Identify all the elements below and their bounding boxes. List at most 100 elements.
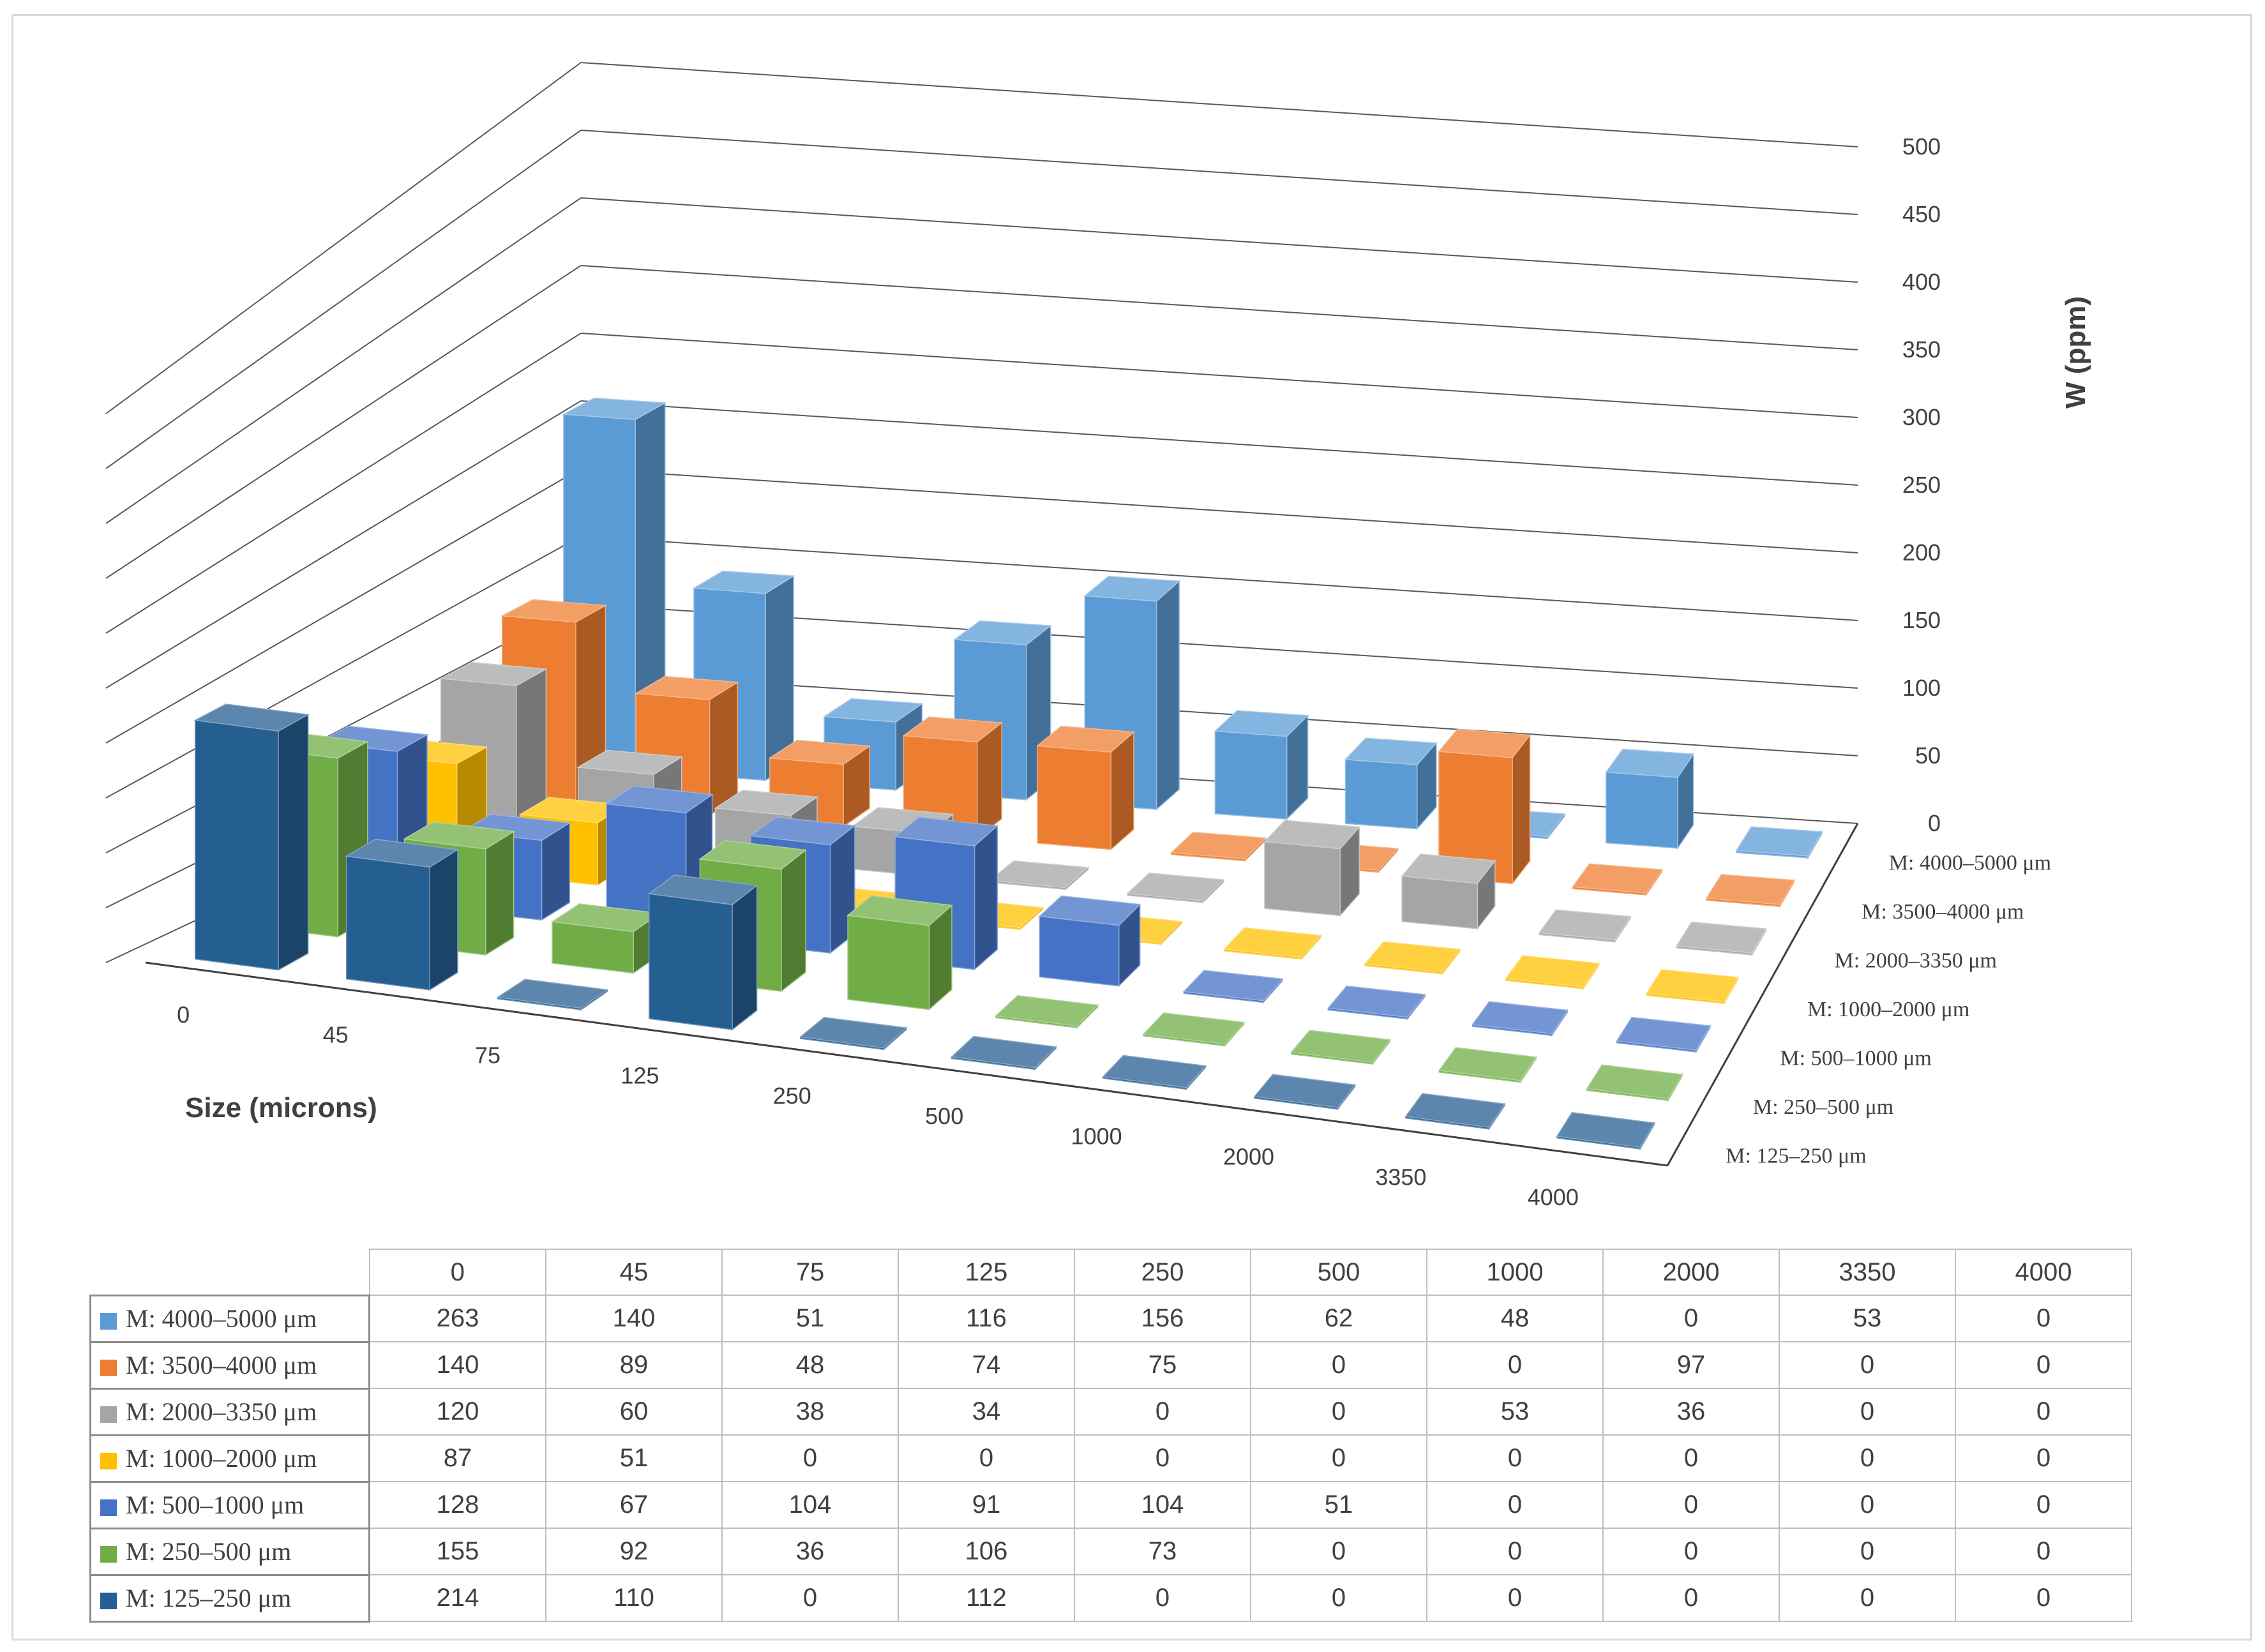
back-gridline bbox=[580, 468, 1858, 553]
table-cell: 128 bbox=[368, 1481, 546, 1529]
bar-front bbox=[345, 855, 430, 991]
bar-front bbox=[1401, 875, 1479, 929]
table-cell: 0 bbox=[1955, 1574, 2132, 1622]
table-cell: 0 bbox=[1955, 1295, 2132, 1342]
z-tick-label: M: 3500–4000 μm bbox=[1862, 900, 2024, 924]
y-tick-label: 0 bbox=[1928, 810, 1941, 836]
bar-top bbox=[1438, 728, 1531, 758]
x-tick-label: 3350 bbox=[1375, 1164, 1426, 1190]
bar-top bbox=[605, 785, 714, 814]
bar-top bbox=[1586, 1064, 1683, 1100]
table-cell: 0 bbox=[1074, 1574, 1251, 1622]
bar bbox=[1586, 1064, 1683, 1102]
table-cell: 106 bbox=[898, 1528, 1075, 1575]
bar-top bbox=[1735, 826, 1823, 857]
legend-label: M: 125–250 μm bbox=[126, 1584, 292, 1612]
bar bbox=[847, 895, 953, 1011]
table-cell: 0 bbox=[1602, 1434, 1780, 1482]
bar bbox=[1438, 1047, 1537, 1084]
bar-side bbox=[429, 848, 458, 991]
table-row: M: 1000–2000 μm 87 51 0 0 0 0 0 0 0 0 bbox=[89, 1434, 2132, 1483]
bar-top bbox=[1142, 1012, 1245, 1045]
legend-label: M: 1000–2000 μm bbox=[126, 1444, 317, 1473]
legend-key bbox=[100, 1359, 117, 1376]
bar-top bbox=[1223, 927, 1322, 958]
bar-front bbox=[194, 719, 279, 971]
bar-top bbox=[1572, 863, 1663, 894]
bar-top bbox=[768, 739, 871, 765]
table-row-header: M: 125–250 μm bbox=[89, 1573, 370, 1623]
axis-labels: 0 50 100 150 200 250 300 350 400 450 500 0 45 75 125 25… bbox=[177, 133, 2091, 1210]
bar-top bbox=[1556, 1111, 1655, 1148]
bar bbox=[1605, 748, 1695, 850]
bar-top bbox=[1675, 921, 1767, 954]
table-col-header: 125 bbox=[898, 1249, 1075, 1296]
bar bbox=[1344, 737, 1438, 830]
bar-front bbox=[649, 893, 733, 1030]
back-gridline bbox=[580, 197, 1858, 283]
bar bbox=[1438, 728, 1531, 885]
y-tick-label: 150 bbox=[1902, 607, 1941, 633]
axes bbox=[145, 823, 1859, 1167]
z-tick-label: M: 125–250 μm bbox=[1726, 1145, 1866, 1168]
bar-top bbox=[902, 716, 1004, 743]
bar-top bbox=[1705, 874, 1795, 905]
bar-top bbox=[847, 895, 953, 926]
table-cell: 0 bbox=[1779, 1528, 1956, 1575]
table-cell: 0 bbox=[1955, 1528, 2132, 1575]
bar-top bbox=[496, 979, 609, 1009]
table-cell: 0 bbox=[1426, 1574, 1604, 1622]
bar bbox=[1170, 832, 1267, 862]
table-col-header: 3350 bbox=[1779, 1249, 1956, 1296]
table-row: M: 2000–3350 μm 120 60 38 34 0 0 53 36 0 0 bbox=[89, 1387, 2132, 1436]
back-gridline bbox=[580, 265, 1858, 350]
table-col-header: 4000 bbox=[1955, 1249, 2132, 1296]
bar-top bbox=[1170, 832, 1267, 860]
x-tick-label: 1000 bbox=[1071, 1123, 1122, 1150]
table-cell: 120 bbox=[368, 1388, 546, 1436]
table-cell: 87 bbox=[368, 1434, 546, 1482]
bar bbox=[193, 703, 310, 971]
bar-side bbox=[732, 884, 758, 1031]
table-col-header: 500 bbox=[1250, 1249, 1427, 1296]
bar-front bbox=[847, 915, 930, 1010]
table-row-header: M: 4000–5000 μm bbox=[89, 1294, 370, 1343]
table-cell: 0 bbox=[1779, 1341, 1956, 1389]
table-cell: 0 bbox=[1955, 1481, 2132, 1529]
bar-top bbox=[1102, 1055, 1207, 1088]
bar-top bbox=[345, 838, 460, 868]
side-gridline bbox=[105, 400, 582, 689]
table-row: M: 4000–5000 μm 263 140 51 116 156 62 48 0 53 0 bbox=[89, 1294, 2132, 1343]
table-cell: 156 bbox=[1074, 1295, 1251, 1342]
x-tick-label: 4000 bbox=[1528, 1184, 1579, 1210]
z-tick-label: M: 1000–2000 μm bbox=[1807, 998, 1969, 1021]
table-cell: 92 bbox=[545, 1528, 723, 1575]
bar-top bbox=[562, 397, 667, 420]
x-tick-label: 75 bbox=[475, 1042, 500, 1069]
table-cell: 0 bbox=[1250, 1341, 1427, 1389]
table-cell: 0 bbox=[1250, 1388, 1427, 1436]
table-cell: 53 bbox=[1779, 1295, 1956, 1342]
bar bbox=[1646, 969, 1739, 1005]
table-cell: 0 bbox=[1602, 1574, 1780, 1622]
bar bbox=[1182, 970, 1284, 1004]
bar-side bbox=[709, 681, 739, 816]
y-tick-label: 400 bbox=[1902, 269, 1941, 295]
legend-label: M: 4000–5000 μm bbox=[126, 1304, 317, 1333]
table-row-header: M: 3500–4000 μm bbox=[89, 1340, 370, 1390]
x-axis-line bbox=[145, 961, 1668, 1167]
table-cell: 0 bbox=[1779, 1434, 1956, 1482]
bar bbox=[799, 1017, 908, 1051]
bar-side bbox=[974, 825, 998, 971]
legend-label: M: 250–500 μm bbox=[126, 1537, 292, 1566]
bar-top bbox=[1505, 955, 1600, 987]
bar-top bbox=[894, 816, 999, 846]
table-cell: 116 bbox=[898, 1295, 1075, 1342]
table-cell: 104 bbox=[1074, 1481, 1251, 1529]
table-row-header: M: 250–500 μm bbox=[89, 1527, 370, 1576]
back-gridline bbox=[580, 400, 1858, 486]
table-cell: 0 bbox=[1955, 1434, 2132, 1482]
bar-top bbox=[1327, 985, 1426, 1018]
table-cell: 60 bbox=[545, 1388, 723, 1436]
